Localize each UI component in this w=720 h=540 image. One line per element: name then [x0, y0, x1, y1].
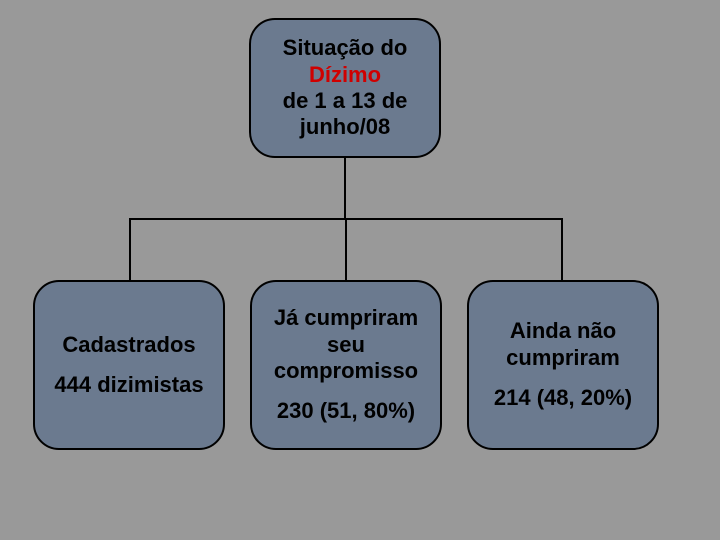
child2-line3: compromisso	[274, 358, 418, 384]
child3-value: 214 (48, 20%)	[494, 385, 632, 411]
child1-line2: 444 dizimistas	[54, 372, 203, 398]
child2-line2: seu	[327, 332, 365, 358]
connector-root-down	[344, 158, 346, 218]
child1-line1: Cadastrados	[62, 332, 195, 358]
connector-child-2	[345, 218, 347, 280]
child2-value: 230 (51, 80%)	[277, 398, 415, 424]
root-line4: junho/08	[300, 114, 390, 140]
connector-child-3	[561, 218, 563, 280]
child-node-nao-cumpriram: Ainda não cumpriram 214 (48, 20%)	[467, 280, 659, 450]
connector-child-1	[129, 218, 131, 280]
root-line1: Situação do	[283, 35, 408, 61]
root-line3: de 1 a 13 de	[283, 88, 408, 114]
child2-line1: Já cumpriram	[274, 305, 418, 331]
child-node-cadastrados: Cadastrados 444 dizimistas	[33, 280, 225, 450]
root-node: Situação do Dízimo de 1 a 13 de junho/08	[249, 18, 441, 158]
child3-line2: cumpriram	[506, 345, 620, 371]
child3-line1: Ainda não	[510, 318, 616, 344]
root-highlight: Dízimo	[309, 62, 381, 88]
child-node-cumpriram: Já cumpriram seu compromisso 230 (51, 80…	[250, 280, 442, 450]
